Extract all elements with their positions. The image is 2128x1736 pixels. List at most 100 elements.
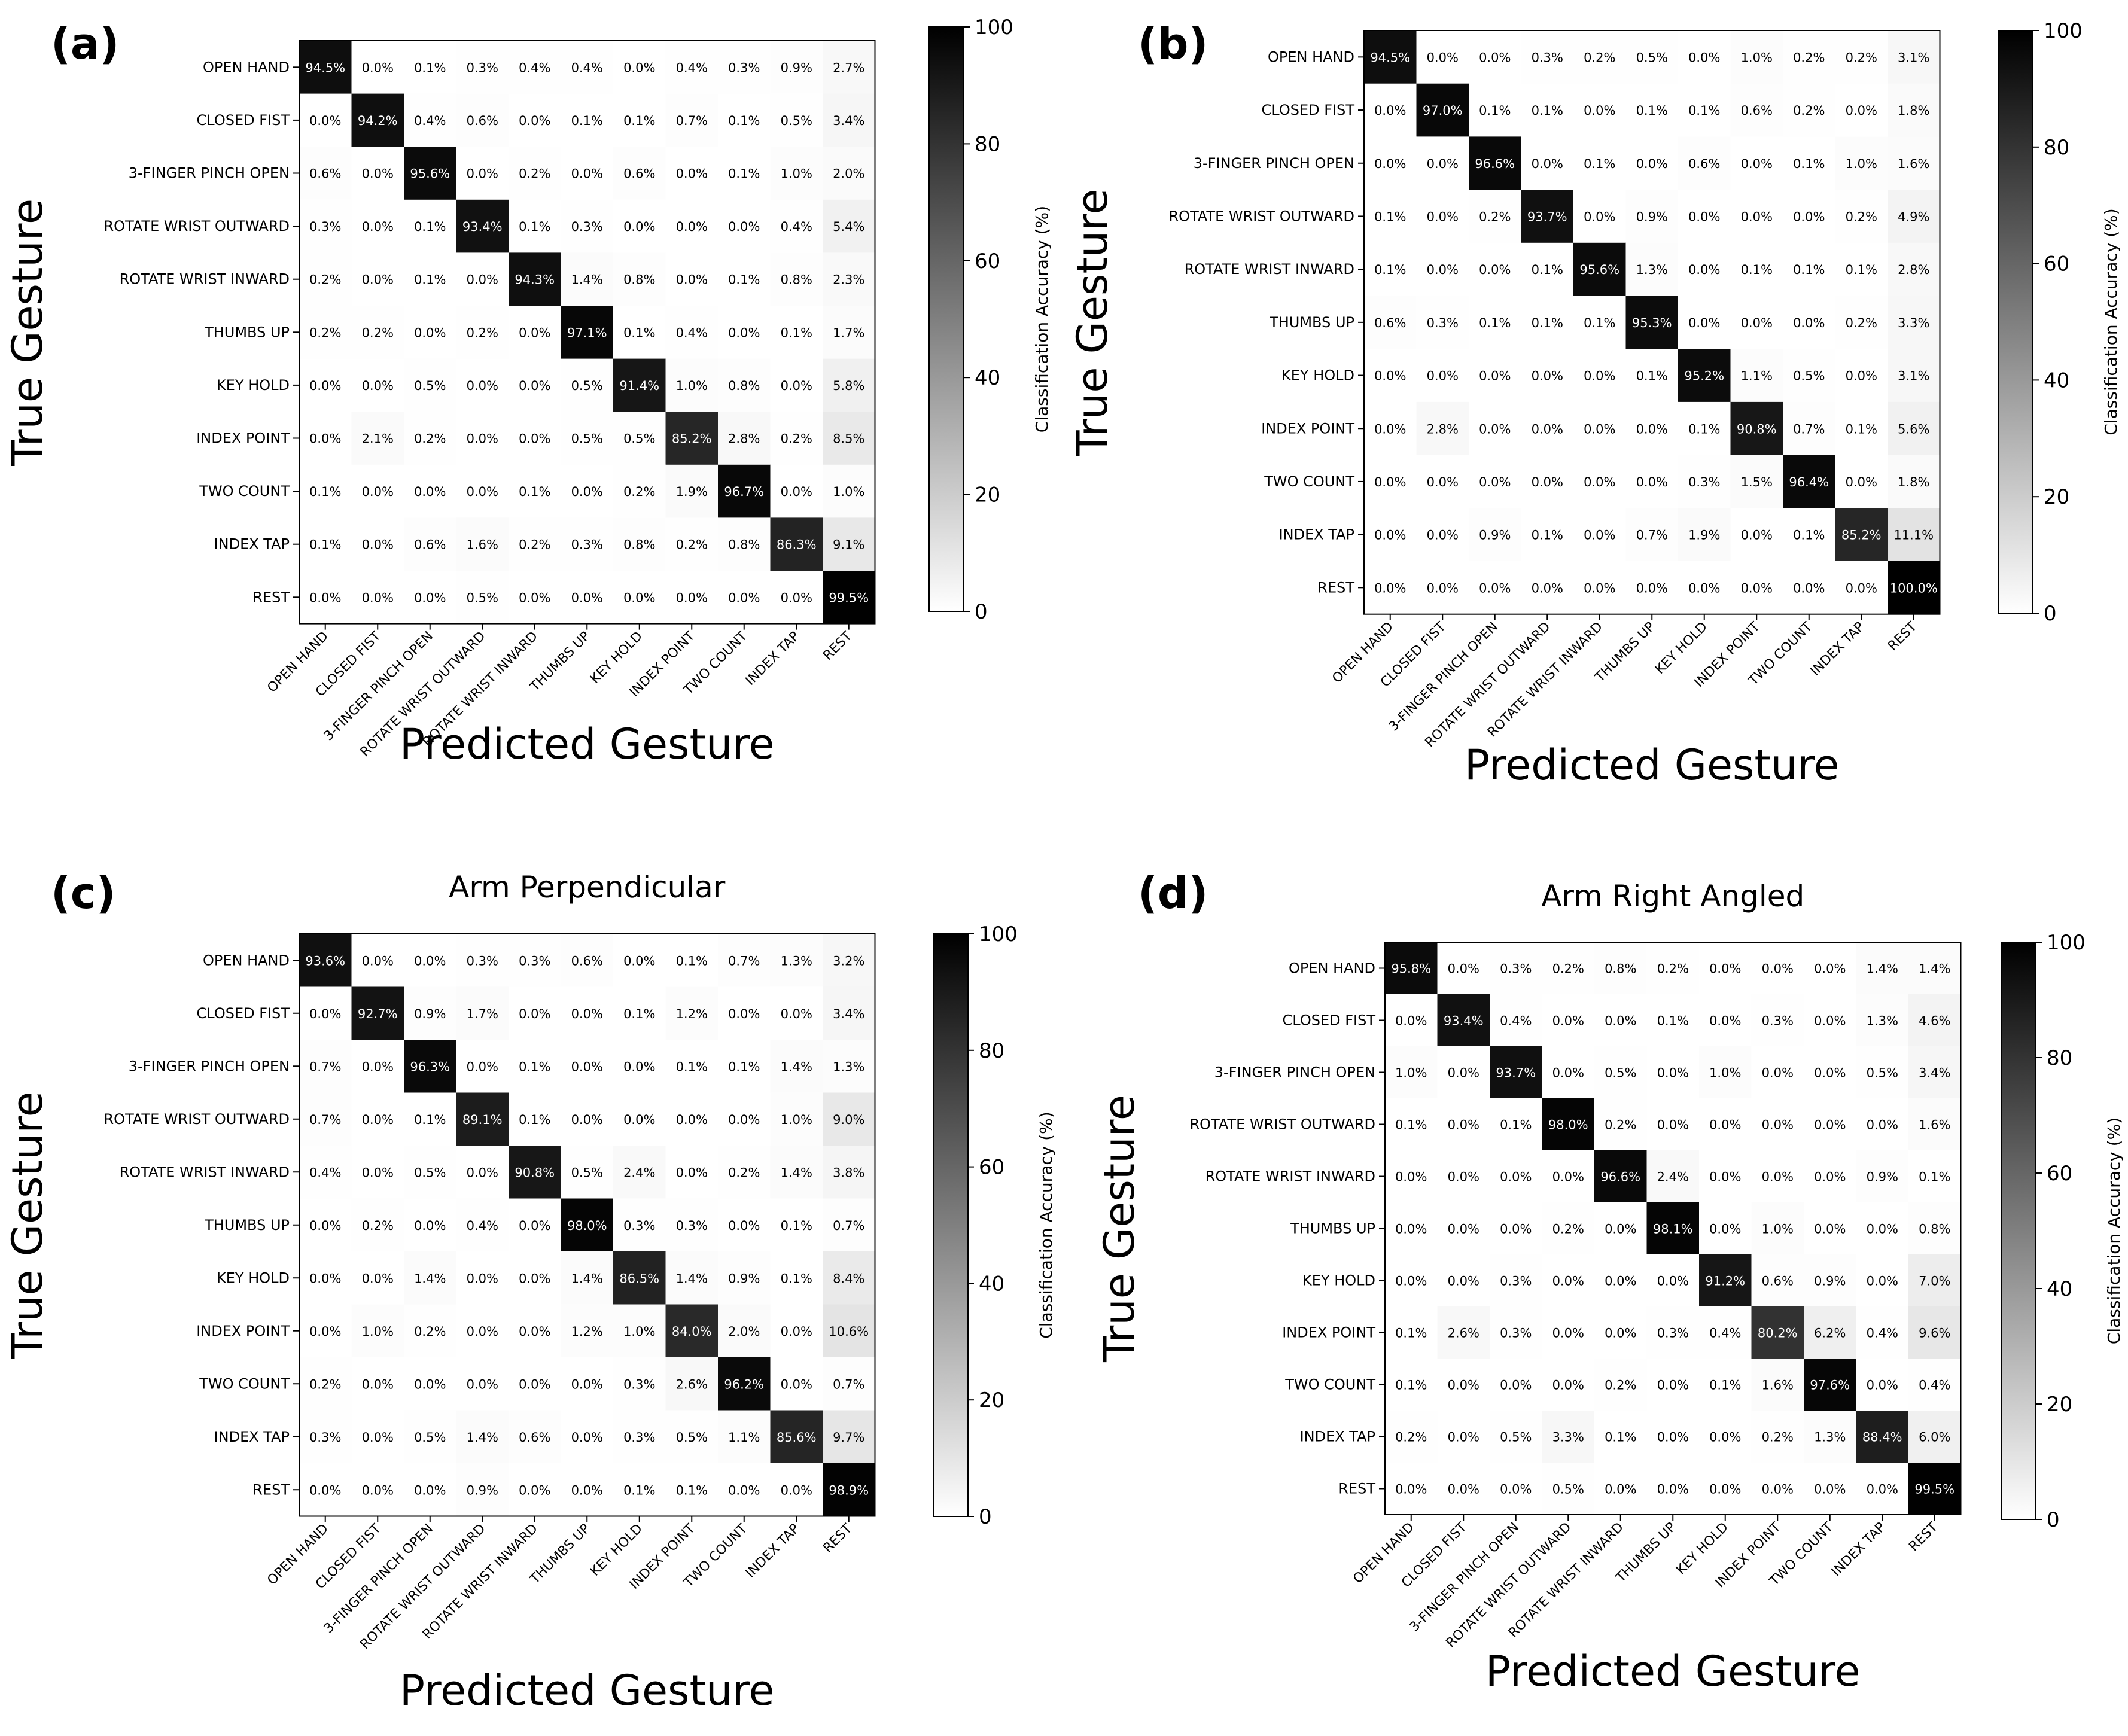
heatmap-cell [1469,242,1521,296]
cell-value-label: 0.0% [1867,1222,1898,1236]
y-tick-label: ROTATE WRIST OUTWARD [104,1111,290,1128]
cell-value-label: 98.9% [829,1483,869,1497]
cell-value-label: 96.6% [1600,1170,1640,1184]
cell-value-label: 0.0% [781,485,812,499]
cell-value-label: 0.0% [1552,1326,1584,1341]
cell-value-label: 0.0% [309,1271,341,1286]
heatmap-cell [665,1040,719,1093]
panel-title: Arm Right Angled [1541,879,1804,913]
heatmap-cell [823,1410,875,1464]
cell-value-label: 0.0% [362,1165,394,1180]
cell-value-label: 1.4% [1919,962,1950,976]
heatmap-cell [1646,1046,1700,1099]
heatmap-cell [509,41,561,95]
cell-value-label: 0.0% [1584,422,1615,436]
heatmap-cell [1469,455,1521,508]
heatmap-cell [1364,401,1417,456]
heatmap-cell [404,464,456,518]
cell-value-label: 0.0% [414,325,446,340]
heatmap-cell [1646,1411,1700,1463]
heatmap-cell [1783,136,1835,190]
cell-value-label: 0.0% [1448,962,1479,976]
heatmap-cell [351,252,404,306]
cell-value-label: 0.0% [467,379,498,393]
cell-value-label: 0.1% [623,1007,655,1021]
y-tick-label: TWO COUNT [199,483,290,500]
heatmap-cell [1804,1411,1856,1463]
y-tick-label: ROTATE WRIST INWARD [1185,261,1354,278]
heatmap-cell [561,1304,614,1358]
cell-value-label: 0.0% [1688,50,1720,65]
cell-value-label: 0.0% [467,1059,498,1074]
cell-value-label: 0.0% [467,1165,498,1180]
cell-value-label: 0.1% [519,220,550,234]
cell-value-label: 0.0% [1741,581,1773,595]
heatmap-cell [351,934,404,987]
cell-value-label: 0.1% [309,538,341,552]
heatmap-cell [718,571,771,625]
cell-value-label: 0.0% [1584,103,1615,118]
heatmap-cell [456,464,509,518]
colorbar [928,26,964,612]
cell-value-label: 0.1% [676,1059,708,1074]
heatmap-cell [1521,455,1574,508]
cell-value-label: 0.0% [623,590,655,605]
colorbar-tick-label: 0 [2047,1508,2060,1532]
heatmap-cell [665,1146,719,1199]
y-tick-label: CLOSED FIST [197,1005,290,1022]
heatmap-cell [665,934,719,987]
cell-value-label: 0.6% [414,538,446,552]
heatmap-cell [1437,1046,1490,1099]
cell-value-label: 9.7% [833,1430,864,1445]
heatmap-cell [1364,349,1417,403]
heatmap-cell [718,517,771,571]
x-tick-label: KEY HOLD [587,1521,646,1579]
heatmap-cell [456,517,509,571]
colorbar-tick-label: 80 [975,132,1000,156]
cell-value-label: 0.7% [676,114,708,128]
heatmap-cell [1699,1359,1752,1411]
cell-value-label: 0.5% [571,1165,603,1180]
cell-value-label: 0.0% [728,1219,760,1233]
cell-value-label: 0.0% [1552,1378,1584,1393]
cell-value-label: 0.1% [1709,1378,1741,1393]
cell-value-label: 0.1% [1532,316,1563,330]
heatmap-cell [1804,1306,1856,1359]
heatmap-cell [1594,942,1647,995]
heatmap-cell [1416,296,1469,349]
cell-value-label: 0.0% [414,590,446,605]
cell-value-label: 0.6% [571,954,603,968]
cell-value-label: 0.0% [1741,528,1773,543]
heatmap-cell [718,934,771,987]
cell-value-label: 0.0% [676,220,708,234]
heatmap-cell [1646,1359,1700,1411]
cell-value-label: 0.6% [467,114,498,128]
y-tick-label: CLOSED FIST [1283,1012,1376,1029]
cell-value-label: 0.0% [1846,369,1877,383]
cell-value-label: 0.0% [1636,157,1668,171]
heatmap-cell [1699,1463,1752,1515]
heatmap-cell [561,571,614,625]
heatmap-cell [456,1357,509,1411]
heatmap-cell [351,1304,404,1358]
heatmap-cell [299,412,352,465]
cell-value-label: 0.4% [1500,1014,1532,1028]
cell-value-label: 0.3% [467,954,498,968]
heatmap-cell [1490,1306,1542,1359]
cell-value-label: 96.7% [724,485,764,499]
heatmap-cell [770,934,823,987]
heatmap-cell [1573,83,1626,137]
cell-value-label: 0.0% [362,1377,394,1391]
heatmap-cell [1385,1463,1438,1515]
cell-value-label: 0.0% [623,220,655,234]
heatmap-cell [718,1463,771,1516]
heatmap-cell [509,517,561,571]
cell-value-label: 0.0% [781,1324,812,1339]
heatmap-cell [1594,1202,1647,1255]
heatmap-cell [1646,1098,1700,1151]
cell-value-label: 0.5% [676,1430,708,1445]
heatmap-cell [823,412,875,465]
heatmap-cell [1783,508,1835,562]
y-tick-label: INDEX POINT [1282,1324,1375,1341]
cell-value-label: 0.0% [467,167,498,181]
